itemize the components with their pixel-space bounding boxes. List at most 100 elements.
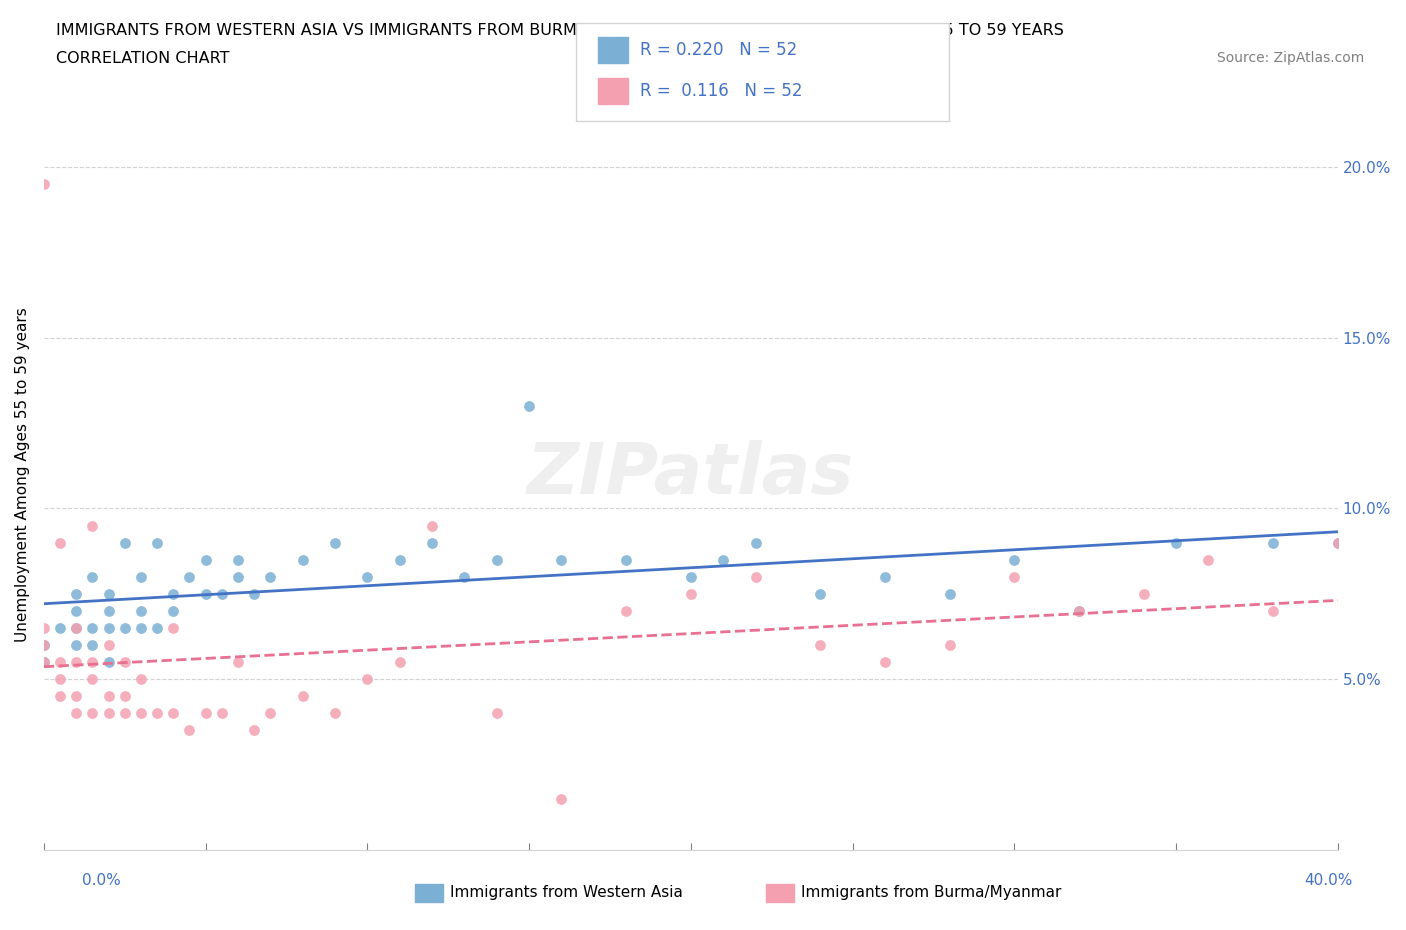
Point [1067, 604, 1090, 618]
Point [129, 671, 152, 686]
Point [194, 552, 217, 567]
Point [82, 706, 104, 721]
Point [97, 604, 120, 618]
Text: R = 0.220   N = 52: R = 0.220 N = 52 [640, 41, 797, 60]
Point [211, 587, 233, 602]
Point [744, 569, 766, 584]
Point [82, 655, 104, 670]
Point [1326, 535, 1348, 550]
Point [32, 620, 55, 635]
Point [49, 620, 72, 635]
Point [97, 706, 120, 721]
Point [49, 655, 72, 670]
Point [32, 655, 55, 670]
Text: R =  0.116   N = 52: R = 0.116 N = 52 [640, 82, 803, 100]
Point [873, 655, 896, 670]
Point [65, 620, 87, 635]
Point [1067, 604, 1090, 618]
Point [550, 791, 572, 806]
Point [65, 655, 87, 670]
Point [194, 587, 217, 602]
Point [32, 638, 55, 653]
Point [938, 587, 960, 602]
Point [49, 671, 72, 686]
Point [32, 638, 55, 653]
Point [65, 689, 87, 704]
Point [162, 604, 184, 618]
Point [1164, 535, 1187, 550]
Point [32, 655, 55, 670]
Point [65, 587, 87, 602]
Text: CORRELATION CHART: CORRELATION CHART [56, 51, 229, 66]
Point [114, 655, 136, 670]
Point [485, 552, 508, 567]
Point [614, 604, 637, 618]
Point [614, 552, 637, 567]
Point [82, 671, 104, 686]
Point [114, 706, 136, 721]
Point [97, 638, 120, 653]
Point [82, 638, 104, 653]
Point [259, 706, 281, 721]
Point [1132, 587, 1154, 602]
Point [711, 552, 734, 567]
Point [146, 535, 169, 550]
Point [194, 706, 217, 721]
Point [129, 706, 152, 721]
Point [485, 706, 508, 721]
Point [97, 689, 120, 704]
Point [291, 689, 314, 704]
Point [65, 638, 87, 653]
Point [420, 535, 443, 550]
Point [1261, 604, 1284, 618]
Point [82, 620, 104, 635]
Point [49, 689, 72, 704]
Point [1002, 552, 1025, 567]
Point [808, 638, 831, 653]
Point [226, 569, 249, 584]
Point [179, 569, 201, 584]
Point [356, 569, 378, 584]
Text: Immigrants from Western Asia: Immigrants from Western Asia [450, 885, 683, 900]
Point [744, 535, 766, 550]
Point [679, 569, 702, 584]
Point [114, 620, 136, 635]
Point [97, 587, 120, 602]
Point [1326, 535, 1348, 550]
Point [356, 671, 378, 686]
Point [679, 587, 702, 602]
Point [97, 620, 120, 635]
Point [420, 518, 443, 533]
Point [1002, 569, 1025, 584]
Point [65, 706, 87, 721]
Point [129, 569, 152, 584]
Text: Source: ZipAtlas.com: Source: ZipAtlas.com [1216, 51, 1364, 65]
Point [162, 587, 184, 602]
Point [162, 706, 184, 721]
Point [49, 535, 72, 550]
Point [243, 723, 266, 737]
Point [65, 604, 87, 618]
Point [517, 399, 540, 414]
Point [453, 569, 475, 584]
Text: 40.0%: 40.0% [1305, 873, 1353, 888]
Point [32, 177, 55, 192]
Point [550, 552, 572, 567]
Point [259, 569, 281, 584]
Point [162, 620, 184, 635]
Point [146, 620, 169, 635]
Point [808, 587, 831, 602]
Point [114, 689, 136, 704]
Point [1197, 552, 1219, 567]
Point [65, 620, 87, 635]
Point [97, 655, 120, 670]
Point [226, 552, 249, 567]
Point [226, 655, 249, 670]
Point [291, 552, 314, 567]
Point [129, 620, 152, 635]
Point [114, 535, 136, 550]
Point [388, 655, 411, 670]
Point [82, 569, 104, 584]
Point [388, 552, 411, 567]
Point [323, 535, 346, 550]
